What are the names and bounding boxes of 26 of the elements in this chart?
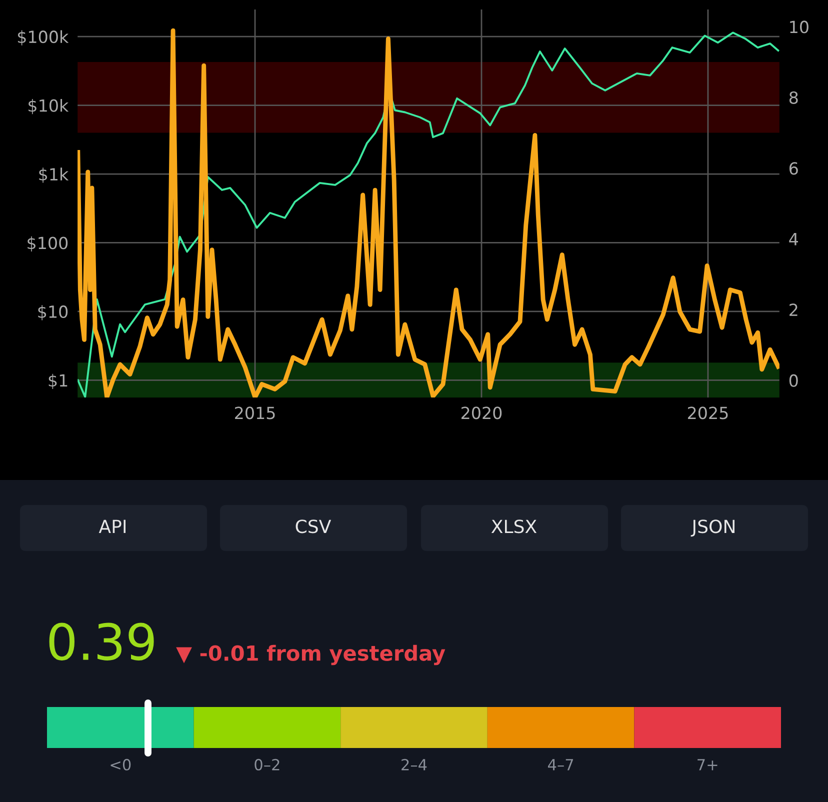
text: ▼ -0.01 from yesterday: [176, 644, 446, 666]
text: 2–4: [402, 758, 427, 770]
y-tick-label: $100: [28, 236, 68, 252]
y2-tick-label: 0: [789, 374, 798, 387]
y-tick-label: $10k: [28, 98, 69, 114]
y-tick-label: $10: [38, 305, 68, 320]
y2-tick-label: 10: [790, 20, 808, 34]
text: 0.39: [49, 622, 154, 661]
y2-tick-label: 6: [789, 162, 798, 175]
x-tick-label: 2015: [235, 406, 275, 420]
text: 7+: [698, 759, 718, 770]
y-tick-label: $1: [48, 374, 68, 389]
text: XLSX: [491, 520, 537, 534]
x-tick-label: 2025: [688, 406, 728, 420]
text: JSON: [690, 520, 734, 537]
text: <0: [110, 758, 131, 770]
text: 4–7: [548, 759, 574, 770]
x-tick-label: 2020: [462, 406, 502, 420]
text: 0–2: [254, 758, 280, 770]
y2-tick-label: 8: [789, 91, 798, 104]
y2-tick-label: 4: [789, 233, 798, 246]
y-tick-label: $1k: [39, 168, 69, 183]
text: API: [98, 520, 126, 533]
text: CSV: [296, 520, 332, 534]
y-tick-label: $100k: [18, 30, 69, 46]
y2-tick-label: 2: [790, 304, 798, 316]
